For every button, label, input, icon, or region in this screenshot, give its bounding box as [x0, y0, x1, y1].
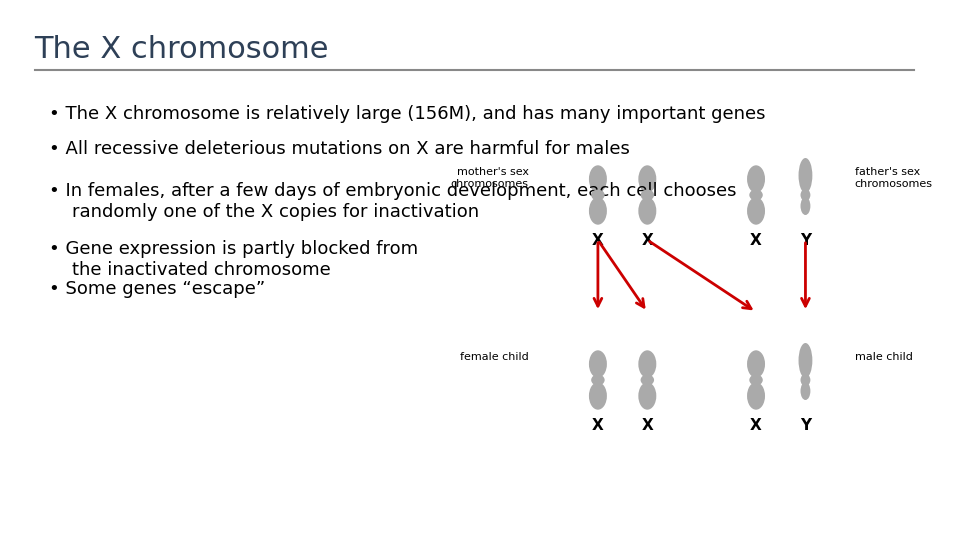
Text: Y: Y — [800, 233, 811, 248]
Text: father's sex
chromosomes: father's sex chromosomes — [854, 167, 933, 188]
Text: • The X chromosome is relatively large (156M), and has many important genes: • The X chromosome is relatively large (… — [49, 105, 766, 123]
Ellipse shape — [588, 165, 607, 193]
Ellipse shape — [640, 375, 654, 386]
Ellipse shape — [588, 382, 607, 410]
Ellipse shape — [747, 165, 765, 193]
Ellipse shape — [638, 382, 657, 410]
Text: mother's sex
chromosomes: mother's sex chromosomes — [451, 167, 529, 188]
Ellipse shape — [750, 375, 763, 386]
Text: Y: Y — [800, 418, 811, 433]
Ellipse shape — [799, 158, 812, 193]
Ellipse shape — [588, 197, 607, 225]
Ellipse shape — [801, 374, 810, 386]
Text: • Gene expression is partly blocked from
    the inactivated chromosome: • Gene expression is partly blocked from… — [49, 240, 419, 279]
Text: X: X — [641, 418, 653, 433]
Text: X: X — [592, 418, 604, 433]
Ellipse shape — [799, 343, 812, 378]
Ellipse shape — [747, 350, 765, 378]
Text: • In females, after a few days of embryonic development, each cell chooses
    r: • In females, after a few days of embryo… — [49, 182, 737, 221]
Ellipse shape — [801, 382, 810, 400]
Ellipse shape — [801, 189, 810, 201]
Ellipse shape — [591, 375, 605, 386]
Text: X: X — [592, 233, 604, 248]
Text: • All recessive deleterious mutations on X are harmful for males: • All recessive deleterious mutations on… — [49, 140, 631, 158]
Ellipse shape — [747, 382, 765, 410]
Ellipse shape — [747, 197, 765, 225]
Text: male child: male child — [854, 352, 913, 362]
Ellipse shape — [750, 190, 763, 200]
Text: • Some genes “escape”: • Some genes “escape” — [49, 280, 266, 298]
Ellipse shape — [640, 190, 654, 200]
Ellipse shape — [638, 165, 657, 193]
Text: X: X — [750, 418, 762, 433]
Text: X: X — [641, 233, 653, 248]
Text: The X chromosome: The X chromosome — [35, 35, 329, 64]
Ellipse shape — [638, 197, 657, 225]
Ellipse shape — [588, 350, 607, 378]
Text: female child: female child — [460, 352, 529, 362]
Text: X: X — [750, 233, 762, 248]
Ellipse shape — [591, 190, 605, 200]
Ellipse shape — [638, 350, 657, 378]
Ellipse shape — [801, 197, 810, 215]
